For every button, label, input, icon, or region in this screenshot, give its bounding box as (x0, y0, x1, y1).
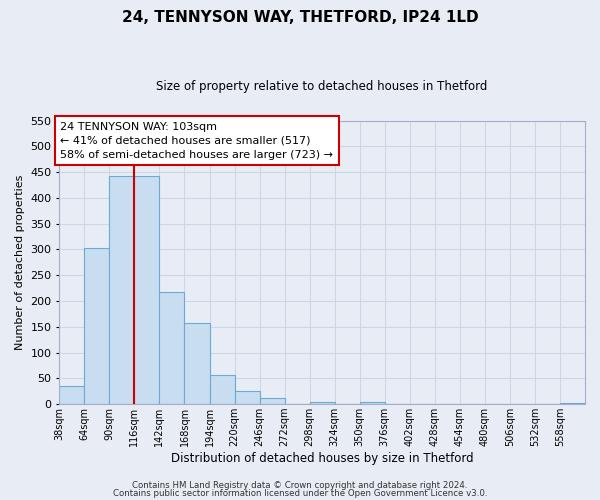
Title: Size of property relative to detached houses in Thetford: Size of property relative to detached ho… (157, 80, 488, 93)
Text: Contains HM Land Registry data © Crown copyright and database right 2024.: Contains HM Land Registry data © Crown c… (132, 481, 468, 490)
X-axis label: Distribution of detached houses by size in Thetford: Distribution of detached houses by size … (171, 452, 473, 465)
Bar (360, 402, 385, 404)
Text: Contains public sector information licensed under the Open Government Licence v3: Contains public sector information licen… (113, 488, 487, 498)
Bar (310, 402, 335, 404)
Bar (109, 176, 134, 404)
Bar (134, 176, 160, 404)
Bar (260, 398, 284, 404)
Bar (560, 402, 585, 404)
Y-axis label: Number of detached properties: Number of detached properties (15, 174, 25, 350)
Text: 24 TENNYSON WAY: 103sqm
← 41% of detached houses are smaller (517)
58% of semi-d: 24 TENNYSON WAY: 103sqm ← 41% of detache… (60, 122, 333, 160)
Bar (235, 392, 260, 404)
Bar (184, 322, 209, 404)
Bar (209, 375, 235, 404)
Text: 24, TENNYSON WAY, THETFORD, IP24 1LD: 24, TENNYSON WAY, THETFORD, IP24 1LD (122, 10, 478, 25)
Bar (160, 292, 184, 404)
Bar (85, 248, 109, 404)
Bar (59, 386, 85, 404)
